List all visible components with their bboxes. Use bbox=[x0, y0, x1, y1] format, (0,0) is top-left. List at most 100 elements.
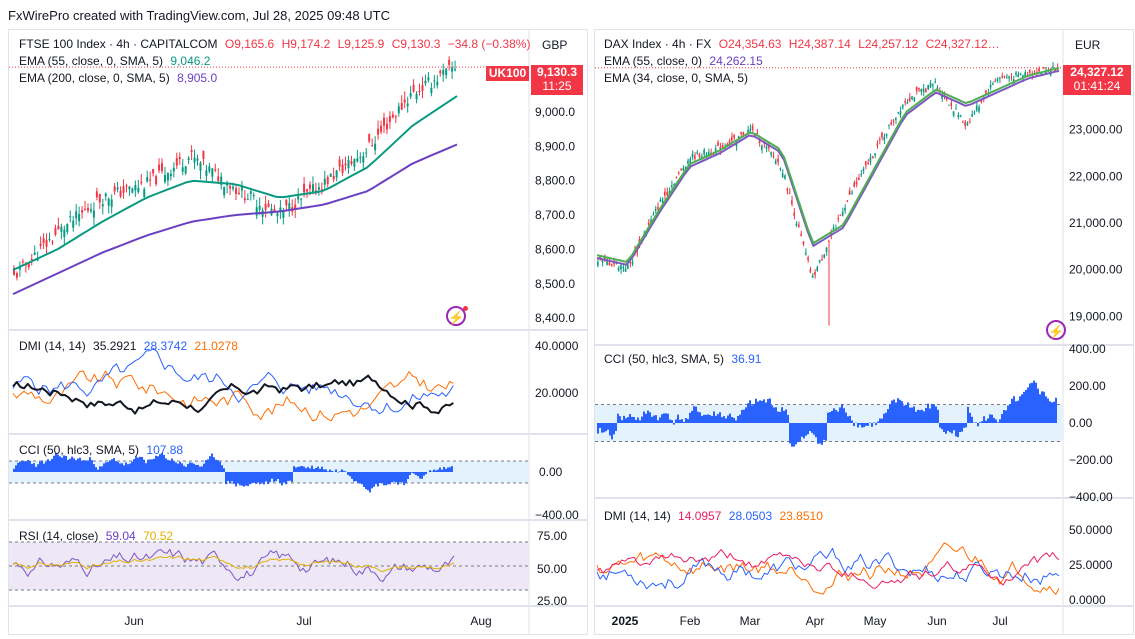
lightning-icon[interactable]: ⚡ bbox=[1046, 320, 1066, 340]
cci-bar bbox=[1023, 391, 1025, 423]
candle-body bbox=[172, 167, 175, 172]
cci-bar bbox=[961, 423, 963, 432]
candle-body bbox=[235, 188, 237, 194]
cci-bar bbox=[683, 421, 685, 423]
dmi-tick-label: 0.0000 bbox=[1069, 593, 1106, 607]
candle-body bbox=[955, 108, 957, 110]
candle-body bbox=[908, 97, 911, 102]
ftse-cci-legend[interactable]: CCI (50, hlc3, SMA, 5) 107.88 bbox=[19, 443, 187, 457]
price-tick-label: 20,000.00 bbox=[1069, 263, 1123, 277]
cci-bar bbox=[949, 423, 951, 433]
rsi-ma-line bbox=[12, 555, 455, 573]
cci-bar bbox=[833, 408, 835, 423]
candle-body bbox=[13, 267, 15, 275]
cci-bar bbox=[637, 417, 639, 423]
cci-bar bbox=[957, 423, 959, 438]
cci-bar bbox=[441, 469, 443, 472]
candle-body bbox=[915, 86, 918, 91]
dmi-tick-label: 25.0000 bbox=[1069, 558, 1113, 572]
dax-currency-label[interactable]: EUR bbox=[1075, 38, 1101, 52]
time-axis-label: Feb bbox=[680, 614, 701, 628]
cci-bar bbox=[805, 423, 807, 436]
candle-body bbox=[374, 143, 377, 151]
cci-bar bbox=[755, 398, 757, 423]
cci-bar bbox=[275, 472, 277, 482]
cci-bar bbox=[685, 418, 687, 423]
dax-ema34-legend[interactable]: EMA (34, close, 0, SMA, 5) bbox=[604, 71, 752, 85]
candle-body bbox=[279, 207, 282, 213]
ftse-currency-label[interactable]: GBP bbox=[542, 38, 568, 52]
cci-bar bbox=[419, 472, 421, 479]
cci-bar bbox=[835, 410, 837, 423]
cci-bar bbox=[901, 401, 903, 423]
candle-body bbox=[994, 81, 996, 83]
cci-bar bbox=[299, 466, 301, 472]
lightning-icon[interactable]: ⚡ bbox=[446, 306, 466, 326]
candle-body bbox=[146, 177, 149, 182]
candle-body bbox=[383, 117, 385, 126]
cci-bar bbox=[955, 423, 957, 437]
cci-bar bbox=[789, 423, 791, 444]
cci-bar bbox=[859, 423, 861, 425]
dmi-minus-line bbox=[12, 370, 454, 422]
candle-body bbox=[749, 128, 752, 132]
cci-bar bbox=[265, 472, 267, 482]
candle-body bbox=[36, 258, 39, 261]
cci-bar bbox=[183, 465, 185, 472]
cci-bar bbox=[377, 472, 379, 487]
ftse-ema55-legend[interactable]: EMA (55, close, 0, SMA, 5) 9,046.2 bbox=[19, 54, 214, 68]
candle-body bbox=[978, 106, 980, 112]
candle-body bbox=[673, 184, 675, 186]
cci-bar bbox=[733, 417, 735, 423]
cci-bar bbox=[923, 411, 925, 423]
candle-body bbox=[663, 191, 666, 196]
dax-symbol[interactable]: DAX Index · 4h · FX bbox=[604, 37, 712, 51]
dax-chart-panel[interactable]: 23,000.00 22,000.00 21,000.00 20,000.00 19,0… bbox=[594, 29, 1134, 635]
cci-bar bbox=[727, 415, 729, 423]
ftse-rsi-label: RSI (14, close) bbox=[19, 529, 99, 543]
dax-dmi-legend[interactable]: DMI (14, 14) 14.0957 28.0503 23.8510 bbox=[604, 509, 827, 523]
dax-cci-legend[interactable]: CCI (50, hlc3, SMA, 5) 36.91 bbox=[604, 352, 765, 366]
cci-bar bbox=[777, 411, 779, 423]
candle-body bbox=[1003, 76, 1006, 78]
cci-bar bbox=[369, 472, 371, 493]
candle-body bbox=[675, 177, 678, 179]
candle-body bbox=[332, 176, 335, 180]
cci-bar bbox=[611, 423, 613, 440]
ftse-rsi-ma-value: 70.52 bbox=[143, 529, 174, 543]
cci-bar bbox=[983, 416, 985, 423]
candle-body bbox=[1038, 68, 1040, 72]
candle-body bbox=[869, 157, 872, 162]
cci-bar bbox=[179, 461, 181, 472]
ftse-symbol[interactable]: FTSE 100 Index · 4h · CAPITALCOM bbox=[19, 37, 218, 51]
cci-bar bbox=[889, 404, 891, 423]
candle-body bbox=[821, 259, 823, 261]
cci-bar bbox=[911, 407, 913, 423]
candle-body bbox=[721, 144, 724, 148]
candle-body bbox=[927, 85, 929, 89]
cci-bar bbox=[349, 472, 351, 477]
dax-chart-canvas[interactable]: 23,000.00 22,000.00 21,000.00 20,000.00 19,0… bbox=[595, 30, 1133, 634]
cci-bar bbox=[881, 418, 883, 423]
dax-ema55-legend[interactable]: EMA (55, close, 0) 24,262.15 bbox=[604, 54, 767, 68]
ftse-rsi-legend[interactable]: RSI (14, close) 59.04 70.52 bbox=[19, 529, 177, 543]
ema55-line bbox=[596, 69, 1060, 266]
ftse-chart-panel[interactable]: 9,000.0 8,900.0 8,800.0 8,700.0 8,600.0 8,500… bbox=[8, 29, 588, 635]
candle-body bbox=[925, 88, 927, 92]
cci-bar bbox=[251, 472, 253, 484]
candle-body bbox=[249, 191, 252, 195]
ftse-chart-canvas[interactable]: 9,000.0 8,900.0 8,800.0 8,700.0 8,600.0 8,500… bbox=[9, 30, 587, 634]
cci-bar bbox=[921, 409, 923, 423]
candle-body bbox=[601, 259, 604, 263]
cci-bar bbox=[285, 472, 287, 485]
cci-bar bbox=[847, 416, 849, 423]
candle-body bbox=[793, 212, 795, 216]
ftse-ema200-legend[interactable]: EMA (200, close, 0, SMA, 5) 8,905.0 bbox=[19, 71, 221, 85]
price-tick-label: 21,000.00 bbox=[1069, 216, 1123, 230]
candle-body bbox=[365, 152, 368, 154]
cci-bar bbox=[715, 415, 717, 423]
candle-body bbox=[21, 261, 24, 263]
ftse-dmi-legend[interactable]: DMI (14, 14) 35.2921 28.3742 21.0278 bbox=[19, 339, 242, 353]
cci-bar bbox=[741, 409, 743, 423]
cci-bar bbox=[659, 417, 661, 423]
